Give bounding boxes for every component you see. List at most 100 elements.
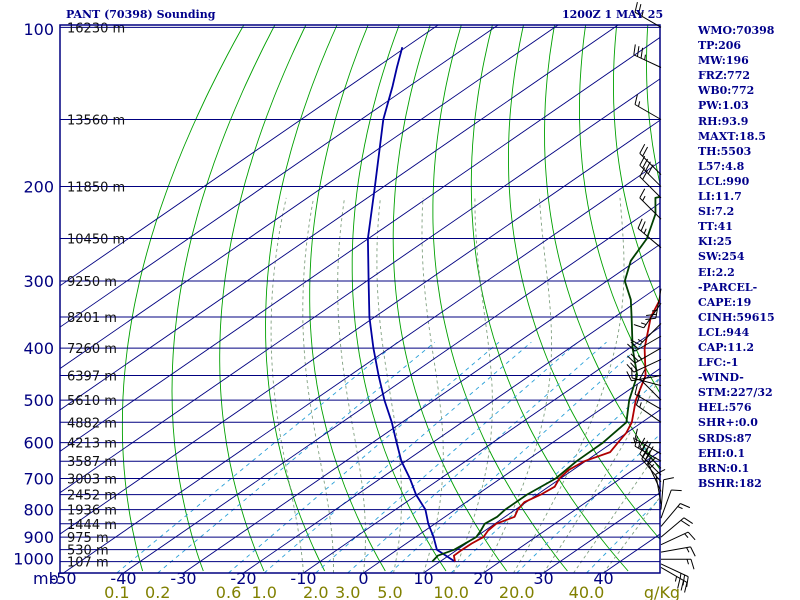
wind-barb-staff — [660, 566, 688, 583]
index-item: LI:11.7 — [698, 190, 742, 204]
index-item: LCL:990 — [698, 174, 750, 188]
index-item: SHR+:0.0 — [698, 416, 758, 430]
index-item: TH:5503 — [698, 144, 752, 158]
parcel-curve — [367, 46, 456, 563]
temperature-line — [453, 297, 660, 562]
height-labels: 16230 m 13560 m 11850 m 10450 m 9250 m 8201 m… — [67, 21, 125, 570]
wind-barb-half-flag — [649, 464, 655, 469]
temperature-tick-label: 10 — [413, 569, 433, 588]
isotherm-line — [60, 25, 499, 328]
plot-frame — [59, 24, 661, 574]
isotherm-line — [483, 450, 660, 573]
wind-barb-staff — [655, 474, 662, 504]
pressure-tick-label: 100 — [23, 20, 54, 39]
isotherm-line — [423, 409, 660, 573]
isotherm-line — [60, 36, 660, 452]
wind-barb-flag — [683, 517, 693, 524]
wind-barb — [660, 477, 674, 510]
height-label: 1444 m — [67, 518, 117, 533]
wind-barb — [647, 456, 662, 492]
height-label: 16230 m — [67, 21, 125, 36]
moist-adiabat-line — [337, 197, 366, 573]
wind-barb-half-flag — [637, 443, 641, 449]
wind-barb-flag — [626, 364, 635, 373]
wind-barb-flag — [642, 170, 649, 180]
mixing-ratio-tick-label: 1.0 — [251, 583, 276, 600]
wind-barb — [639, 188, 662, 220]
wind-barb-flag — [642, 158, 649, 169]
pressure-unit-label: mb — [33, 569, 59, 588]
wind-barb-staff — [639, 197, 662, 220]
mixing-ratio-tick-label: g/Kg — [644, 583, 680, 600]
pressure-tick-label: 700 — [23, 470, 54, 489]
mixing-ratio-tick-label: 0.2 — [145, 583, 170, 600]
wind-barb-flag — [671, 489, 682, 492]
dry-adiabat-line — [646, 25, 660, 186]
wind-barb-half-flag — [637, 355, 643, 360]
wind-barb — [635, 395, 662, 423]
isotherm-line — [60, 119, 660, 535]
wind-barb-flag — [639, 143, 646, 154]
wind-barb-flag — [635, 395, 641, 406]
dry-adiabat-line — [392, 25, 508, 572]
height-label: 8201 m — [67, 311, 117, 326]
index-item: WB0:772 — [698, 84, 755, 98]
wind-barb-flag — [637, 218, 643, 229]
wind-barb-half-flag — [637, 101, 641, 107]
wind-barb-flag — [626, 371, 632, 381]
wind-barb-flag — [642, 440, 649, 451]
wind-barb-half-flag — [637, 338, 643, 343]
index-item: MAXT:18.5 — [698, 129, 766, 143]
wind-barb-flag — [642, 447, 649, 458]
wind-barb-flag — [646, 313, 657, 316]
wind-barb-staff — [633, 54, 662, 68]
height-label: 1936 m — [67, 504, 117, 519]
wind-barb-staff — [655, 288, 662, 319]
isobars — [60, 26, 660, 563]
temperature-tick-label: -30 — [170, 569, 196, 588]
pressure-tick-label: 200 — [23, 178, 54, 197]
wind-barb-staff — [660, 517, 685, 538]
temperature-tick-label: -50 — [50, 569, 76, 588]
wind-barb-staff — [660, 489, 672, 519]
wind-barb — [660, 546, 696, 557]
wind-barb-half-flag — [644, 54, 646, 60]
wind-barb-flag — [634, 428, 638, 440]
wind-barb — [655, 469, 666, 504]
index-item: EHI:0.1 — [698, 446, 746, 460]
wind-barb-flag — [677, 578, 681, 589]
wind-barb-half-flag — [646, 460, 651, 466]
wind-barb-flag — [641, 449, 648, 460]
wind-barb-flag — [639, 188, 646, 199]
wind-barb-flag — [630, 341, 639, 350]
wind-barb-half-flag — [639, 402, 642, 408]
height-label: 13560 m — [67, 113, 125, 128]
index-item: STM:227/32 — [698, 386, 773, 400]
index-item: TP:206 — [698, 39, 742, 53]
wind-barb-flag — [639, 437, 646, 448]
wind-barb-flag — [645, 161, 651, 172]
height-label: 3587 m — [67, 455, 117, 470]
index-item: BSHR:182 — [698, 476, 762, 490]
wind-barb — [634, 94, 662, 120]
wind-barb-flag — [637, 4, 642, 15]
wind-barb-half-flag — [686, 547, 690, 553]
index-item: L57:4.8 — [698, 159, 745, 173]
wind-barb — [633, 44, 662, 68]
wind-barb-half-flag — [640, 322, 647, 326]
mixing-ratio-line — [315, 341, 579, 573]
wind-barb-flag — [663, 477, 674, 481]
height-label: 107 m — [67, 556, 109, 571]
dry-adiabat-line — [171, 25, 276, 572]
wind-barb — [660, 517, 693, 538]
temperature-tick-label: -10 — [290, 569, 316, 588]
wind-barb-flag — [634, 94, 638, 105]
wind-barb-flag — [627, 355, 636, 364]
wind-barb — [627, 335, 662, 352]
wind-barb — [660, 563, 689, 588]
wind-barb — [660, 566, 688, 593]
temperature-tick-label: 0 — [358, 569, 368, 588]
isotherm-line — [243, 285, 660, 573]
index-item: LCL:944 — [698, 325, 750, 339]
